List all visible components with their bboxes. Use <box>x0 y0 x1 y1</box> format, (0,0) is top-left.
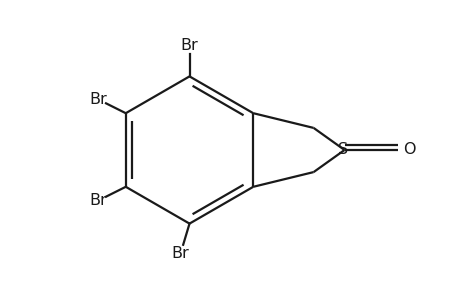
Text: Br: Br <box>180 38 198 53</box>
Text: O: O <box>402 142 414 158</box>
Text: S: S <box>337 142 347 158</box>
Text: Br: Br <box>89 92 107 107</box>
Text: Br: Br <box>171 246 189 261</box>
Text: Br: Br <box>89 193 107 208</box>
